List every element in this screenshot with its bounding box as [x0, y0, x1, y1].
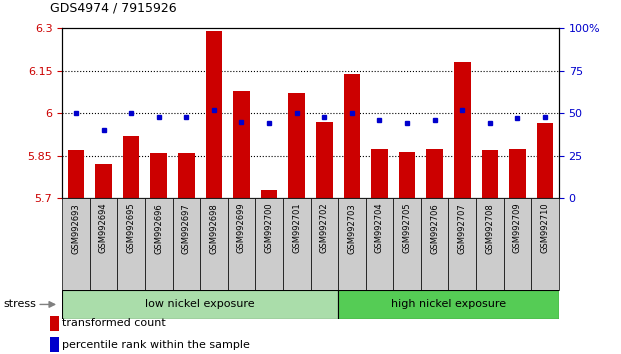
Text: GDS4974 / 7915926: GDS4974 / 7915926 — [50, 1, 176, 14]
Bar — [50, 316, 59, 331]
Bar — [233, 91, 250, 198]
FancyBboxPatch shape — [228, 198, 255, 290]
Text: GSM992695: GSM992695 — [127, 203, 135, 253]
Text: GSM992702: GSM992702 — [320, 203, 329, 253]
Text: GSM992704: GSM992704 — [375, 203, 384, 253]
Bar — [427, 149, 443, 198]
FancyBboxPatch shape — [532, 198, 559, 290]
Bar — [261, 190, 278, 198]
Text: percentile rank within the sample: percentile rank within the sample — [62, 339, 250, 350]
Bar — [537, 123, 553, 198]
FancyBboxPatch shape — [173, 198, 200, 290]
Text: GSM992698: GSM992698 — [209, 203, 219, 253]
Bar — [454, 62, 471, 198]
Text: GSM992708: GSM992708 — [486, 203, 494, 253]
Bar — [371, 149, 388, 198]
FancyBboxPatch shape — [504, 198, 532, 290]
FancyBboxPatch shape — [62, 198, 89, 290]
Text: GSM992696: GSM992696 — [154, 203, 163, 253]
FancyBboxPatch shape — [448, 198, 476, 290]
FancyBboxPatch shape — [310, 198, 338, 290]
Text: low nickel exposure: low nickel exposure — [145, 299, 255, 309]
Bar — [123, 136, 139, 198]
FancyBboxPatch shape — [421, 198, 448, 290]
Text: transformed count: transformed count — [62, 318, 166, 329]
Text: GSM992700: GSM992700 — [265, 203, 274, 253]
FancyBboxPatch shape — [255, 198, 283, 290]
Bar — [482, 150, 498, 198]
Bar — [95, 164, 112, 198]
Text: GSM992705: GSM992705 — [402, 203, 412, 253]
FancyBboxPatch shape — [145, 198, 173, 290]
FancyBboxPatch shape — [89, 198, 117, 290]
Text: GSM992697: GSM992697 — [182, 203, 191, 253]
FancyBboxPatch shape — [366, 198, 393, 290]
Text: stress: stress — [3, 299, 36, 309]
Bar — [343, 74, 360, 198]
Text: GSM992707: GSM992707 — [458, 203, 467, 253]
FancyBboxPatch shape — [117, 198, 145, 290]
FancyBboxPatch shape — [338, 198, 366, 290]
Text: GSM992693: GSM992693 — [71, 203, 80, 253]
Bar — [206, 31, 222, 198]
FancyBboxPatch shape — [200, 198, 228, 290]
Bar — [509, 149, 526, 198]
Text: GSM992706: GSM992706 — [430, 203, 439, 253]
FancyBboxPatch shape — [62, 290, 338, 319]
Bar — [399, 152, 415, 198]
Text: GSM992699: GSM992699 — [237, 203, 246, 253]
Bar — [50, 337, 59, 352]
FancyBboxPatch shape — [476, 198, 504, 290]
Bar — [178, 153, 194, 198]
Text: GSM992703: GSM992703 — [347, 203, 356, 253]
FancyBboxPatch shape — [283, 198, 310, 290]
Bar — [68, 150, 84, 198]
Bar — [288, 93, 305, 198]
FancyBboxPatch shape — [338, 290, 559, 319]
Text: high nickel exposure: high nickel exposure — [391, 299, 506, 309]
FancyBboxPatch shape — [393, 198, 421, 290]
Text: GSM992701: GSM992701 — [292, 203, 301, 253]
Bar — [316, 122, 333, 198]
Bar — [150, 153, 167, 198]
Text: GSM992710: GSM992710 — [541, 203, 550, 253]
Text: GSM992694: GSM992694 — [99, 203, 108, 253]
Text: GSM992709: GSM992709 — [513, 203, 522, 253]
